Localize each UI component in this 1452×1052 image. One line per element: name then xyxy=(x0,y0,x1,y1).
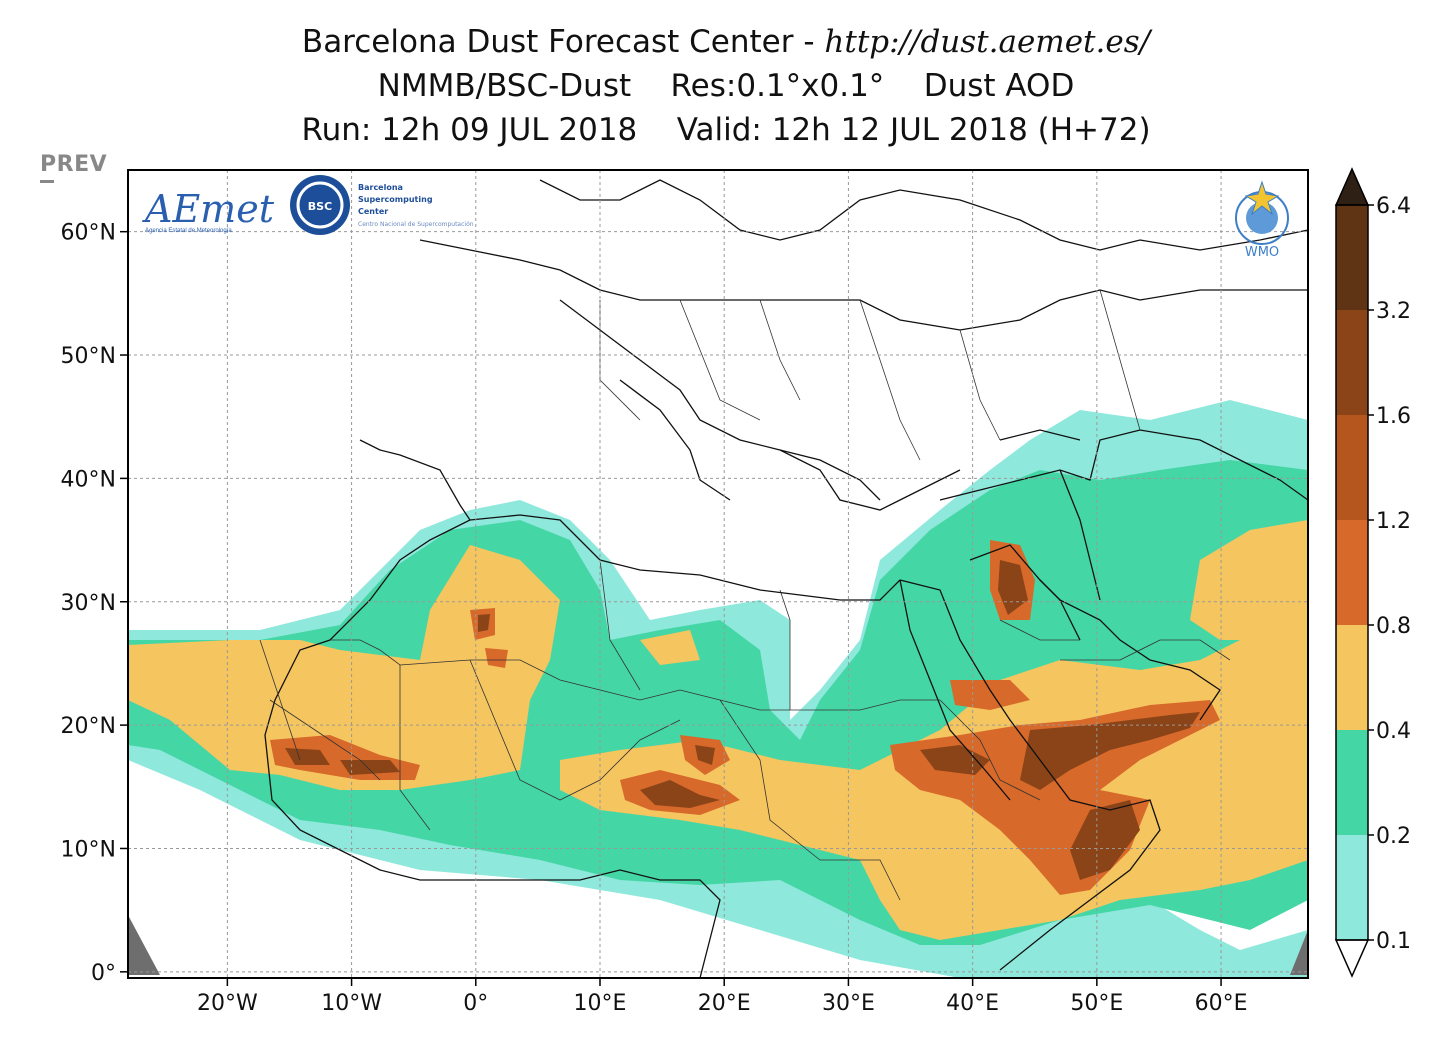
bsc-logo-text: BSC xyxy=(308,200,332,213)
lon-tick-label: 50°E xyxy=(1070,991,1123,1016)
aemet-logo-text: AEmet xyxy=(142,187,275,231)
colorbar-segment xyxy=(1336,730,1368,835)
colorbar-segment xyxy=(1336,835,1368,940)
lat-tick-label: 40°N xyxy=(61,467,116,492)
lon-tick-label: 40°E xyxy=(946,991,999,1016)
aemet-logo: AEmet Agencia Estatal de Meteorología xyxy=(142,187,275,234)
colorbar-segment xyxy=(1336,520,1368,625)
lat-tick-label: 0° xyxy=(91,961,116,986)
lat-tick-label: 50°N xyxy=(61,344,116,369)
lon-tick-label: 60°E xyxy=(1195,991,1248,1016)
colorbar-label: 0.1 xyxy=(1376,929,1411,954)
lon-tick-label: 30°E xyxy=(822,991,875,1016)
colorbar-over-arrow xyxy=(1334,167,1370,206)
wmo-logo: WMO xyxy=(1235,180,1289,260)
nodata-corner-right xyxy=(1290,930,1308,975)
colorbar-label: 1.6 xyxy=(1376,404,1411,429)
colorbar-label: 1.2 xyxy=(1376,509,1411,534)
gridlines xyxy=(128,170,1308,978)
lat-tick-label: 30°N xyxy=(61,591,116,616)
colorbar-under-arrow xyxy=(1334,939,1370,978)
colorbar-outline xyxy=(1335,204,1369,941)
axis-ticks: 20°W 10°W 0° 10°E 20°E 30°E 40°E 50°E 60°E 60°N 50… xyxy=(61,221,1248,1016)
aod-level-16 xyxy=(285,560,1200,880)
dust-fields xyxy=(128,400,1308,978)
lat-tick-label: 60°N xyxy=(61,221,116,246)
nodata-corner-left xyxy=(128,915,160,975)
lat-tick-label: 10°N xyxy=(61,837,116,862)
title-org: Barcelona Dust Forecast Center - xyxy=(301,24,825,60)
colorbar-segment xyxy=(1336,415,1368,520)
colorbar-label: 3.2 xyxy=(1376,299,1411,324)
colorbar-label: 6.4 xyxy=(1376,194,1411,219)
colorbar-segment xyxy=(1336,625,1368,730)
title-url[interactable]: http://dust.aemet.es/ xyxy=(824,24,1151,60)
bsc-text-4: Centro Nacional de Supercomputación xyxy=(358,221,474,228)
colorbar-segment xyxy=(1336,310,1368,415)
lon-tick-label: 10°E xyxy=(574,991,627,1016)
wmo-logo-text: WMO xyxy=(1245,245,1279,260)
colorbar-label: 0.8 xyxy=(1376,614,1411,639)
colorbar-segment xyxy=(1336,205,1368,310)
lon-tick-label: 0° xyxy=(463,991,488,1016)
lon-tick-label: 10°W xyxy=(321,991,382,1016)
title-line-2: NMMB/BSC-Dust Res:0.1°x0.1° Dust AOD xyxy=(377,68,1075,104)
colorbar-label: 0.4 xyxy=(1376,719,1411,744)
bsc-logo: BSC Barcelona Supercomputing Center Cent… xyxy=(290,175,474,235)
bsc-text-3: Center xyxy=(358,207,388,216)
colorbar: 0.1 0.2 0.4 0.8 1.2 1.6 3.2 6.4 xyxy=(1334,167,1411,978)
lat-tick-label: 20°N xyxy=(61,714,116,739)
bsc-text-1: Barcelona xyxy=(358,183,403,192)
colorbar-label: 0.2 xyxy=(1376,824,1411,849)
coastlines xyxy=(264,179,1308,978)
title-line-1: Barcelona Dust Forecast Center - http://… xyxy=(0,22,1452,62)
lon-tick-label: 20°E xyxy=(698,991,751,1016)
aemet-logo-sub: Agencia Estatal de Meteorología xyxy=(145,228,232,234)
lon-tick-label: 20°W xyxy=(197,991,258,1016)
prev-button[interactable]: PREV xyxy=(40,152,108,183)
bsc-text-2: Supercomputing xyxy=(358,195,433,204)
title-line-3: Run: 12h 09 JUL 2018 Valid: 12h 12 JUL 2… xyxy=(301,112,1151,148)
map-frame xyxy=(127,169,1309,979)
